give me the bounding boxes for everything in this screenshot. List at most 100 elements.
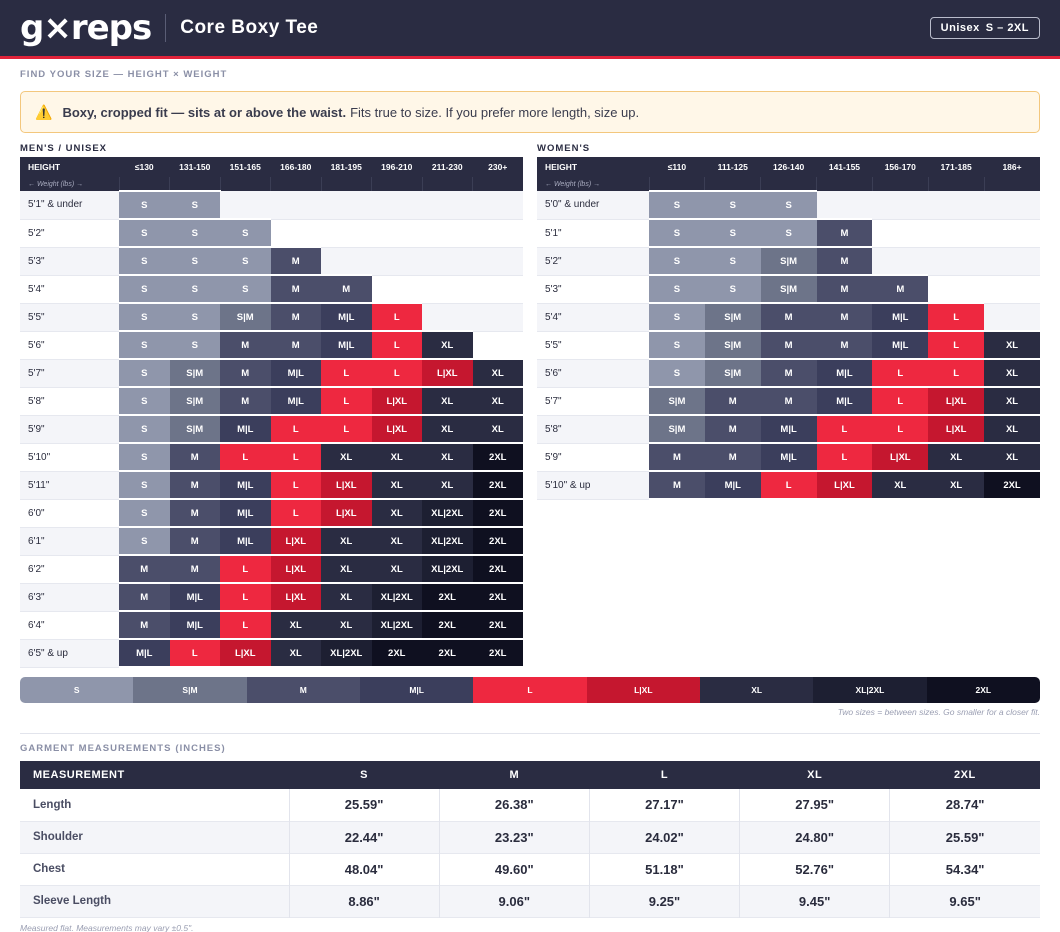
size-column-header: 2XL [889,761,1040,789]
empty-cell [422,219,473,248]
table-row: 5'7" S S|M M M|L L L L|XL XL [20,358,523,388]
measurement-value: 9.06" [438,885,590,917]
size-cell: S [119,442,170,472]
table-row: 5'2" S S S [20,218,523,248]
mens-chart: MEN'S / UNISEX HEIGHT ≤130 131-150 151-165 1… [20,143,523,668]
size-cell: L|XL [270,526,321,556]
table-row: 5'8" S|M M M|L L L L|XL XL [537,414,1040,444]
height-label: 5'5" [20,303,119,332]
height-label: 5'5" [537,331,649,360]
size-cell: L|XL [872,442,929,472]
size-cell: S|M [649,414,705,444]
size-cell: M [872,274,929,304]
size-cell: L|XL [321,470,372,500]
size-cell: M [270,246,321,276]
size-cell: M|L [119,638,170,668]
size-cell: 2XL [472,442,523,472]
size-cell: XL [422,414,473,444]
size-cell: L [872,386,929,416]
size-cell: XL|2XL [371,610,422,640]
size-cell: L [816,414,873,444]
fit-notice: ⚠️ Boxy, cropped fit — sits at or above … [20,91,1040,133]
empty-cell [872,247,929,276]
size-cell: S [169,218,220,248]
height-label: 5'1" & under [20,191,119,220]
size-cell: XL [928,470,985,500]
legend-item: M [246,677,360,703]
weight-subheader-cell [421,177,473,191]
product-title: Core Boxy Tee [180,17,319,38]
size-cell: L [872,358,929,388]
empty-cell [816,191,873,220]
weight-column-header: 131-150 [169,157,220,177]
size-cell: S [760,190,817,220]
size-cell: L [220,610,271,640]
size-cell: 2XL [371,638,422,668]
size-cell: XL [422,330,473,360]
empty-cell [422,303,473,332]
size-cell: M [816,302,873,332]
table-row: 5'5" S S|M M M M|L L XL [537,330,1040,360]
size-cell: XL [321,442,372,472]
size-cell: S [119,470,170,500]
empty-cell [928,275,985,304]
table-row: 6'4" M M|L L XL XL XL|2XL 2XL 2XL [20,610,523,640]
weight-column-header: 166-180 [270,157,321,177]
size-cell: S [649,190,705,220]
notice-text: Fits true to size. If you prefer more le… [350,104,640,120]
table-row: 5'9" M M M|L L L|XL XL XL [537,442,1040,472]
table-row: 5'11" S M M|L L L|XL XL XL 2XL [20,470,523,500]
height-column-header: HEIGHT [20,157,119,177]
size-cell: S [169,330,220,360]
size-cell: XL [928,442,985,472]
size-cell: S|M [704,358,761,388]
empty-cell [321,191,372,220]
size-cell: S [649,358,705,388]
section-divider [20,733,1040,734]
size-column-header: L [589,761,740,789]
table-row: 5'0" & under S S S [537,190,1040,220]
empty-cell [928,247,985,276]
weight-column-header: ≤130 [119,157,170,177]
measurements-title: GARMENT MEASUREMENTS (INCHES) [20,743,1040,755]
size-column-header: S [289,761,440,789]
size-cell: L [760,470,817,500]
empty-cell [321,247,372,276]
empty-cell [270,219,321,248]
size-cell: M|L [220,498,271,528]
size-cell: M [704,386,761,416]
size-cell: M [169,526,220,556]
brand-logo[interactable]: g×reps [20,8,152,48]
height-label: 5'1" [537,219,649,248]
table-row: 5'1" S S S M [537,218,1040,248]
size-cell: XL [472,414,523,444]
table-row: 5'1" & under S S [20,190,523,220]
size-cell: M [270,274,321,304]
size-cell: S|M [169,414,220,444]
height-label: 5'8" [537,415,649,444]
mens-size-table: HEIGHT ≤130 131-150 151-165 166-180 181-195 19… [20,157,523,668]
size-cell: XL [422,386,473,416]
empty-cell [371,191,422,220]
size-cell: M [169,442,220,472]
weight-subheader-cell [169,177,220,191]
empty-cell [472,191,523,220]
height-label: 5'4" [537,303,649,332]
weight-column-header: 111-125 [704,157,761,177]
height-label: 5'7" [20,359,119,388]
size-cell: M [760,302,817,332]
table-row: 5'3" S S S|M M M [537,274,1040,304]
notice-bold-text: Boxy, cropped fit — sits at or above the… [62,104,347,120]
womens-chart: WOMEN'S HEIGHT ≤110 111-125 126-140 141-155 1… [537,143,1040,668]
height-label: 5'2" [537,247,649,276]
size-cell: XL|2XL [422,554,473,584]
empty-cell [872,219,929,248]
weight-subheader-cell [816,177,873,191]
size-cell: M [119,610,170,640]
size-cell: S|M [760,246,817,276]
measurement-value: 27.17" [588,789,740,821]
size-cell: S [169,190,220,220]
size-cell: S [220,246,271,276]
size-cell: M [649,470,705,500]
table-row: 6'3" M M|L L L|XL XL XL|2XL 2XL 2XL [20,582,523,612]
